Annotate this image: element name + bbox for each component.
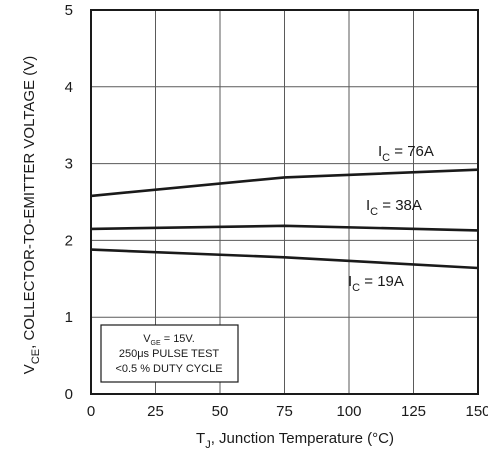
series-line-ic-19a	[90, 248, 479, 270]
series-label-ic-19a: IC = 19A	[348, 273, 404, 294]
test-conditions-note: VGE = 15V. 250μs PULSE TEST <0.5 % DUTY …	[100, 324, 239, 383]
y-tick-label-0: 0	[65, 386, 73, 403]
x-tick-label-150: 150	[465, 403, 488, 420]
y-tick-label-3: 3	[65, 156, 73, 173]
series-line-ic-76a	[90, 168, 479, 198]
y-tick-label-4: 4	[65, 79, 73, 96]
series-line-ic-38a	[90, 224, 479, 232]
x-tick-label-0: 0	[87, 403, 95, 420]
series-label-ic-38a: IC = 38A	[366, 197, 422, 218]
x-tick-label-125: 125	[401, 403, 426, 420]
x-axis-title: TJ, Junction Temperature (°C)	[196, 430, 394, 451]
series-lines	[90, 168, 479, 270]
note-line-duty-cycle: <0.5 % DUTY CYCLE	[115, 363, 222, 375]
y-tick-label-2: 2	[65, 232, 73, 249]
y-tick-label-1: 1	[65, 309, 73, 326]
plot-frame	[90, 9, 479, 395]
note-line-pulse-test: 250μs PULSE TEST	[119, 348, 220, 360]
x-tick-label-25: 25	[147, 403, 164, 420]
y-axis-title: VCE, COLLECTOR-TO-EMITTER VOLTAGE (V)	[21, 56, 42, 374]
series-label-ic-76a: IC = 76A	[378, 143, 434, 164]
x-tick-label-75: 75	[276, 403, 293, 420]
note-box	[100, 324, 239, 383]
x-tick-label-50: 50	[212, 403, 229, 420]
y-tick-label-5: 5	[65, 2, 73, 19]
grid	[91, 10, 478, 394]
tick-labels: 0 25 50 75 100 125 150 0 1 2 3 4 5	[65, 2, 488, 420]
note-line-vge: VGE = 15V.	[143, 333, 195, 347]
x-tick-label-100: 100	[336, 403, 361, 420]
